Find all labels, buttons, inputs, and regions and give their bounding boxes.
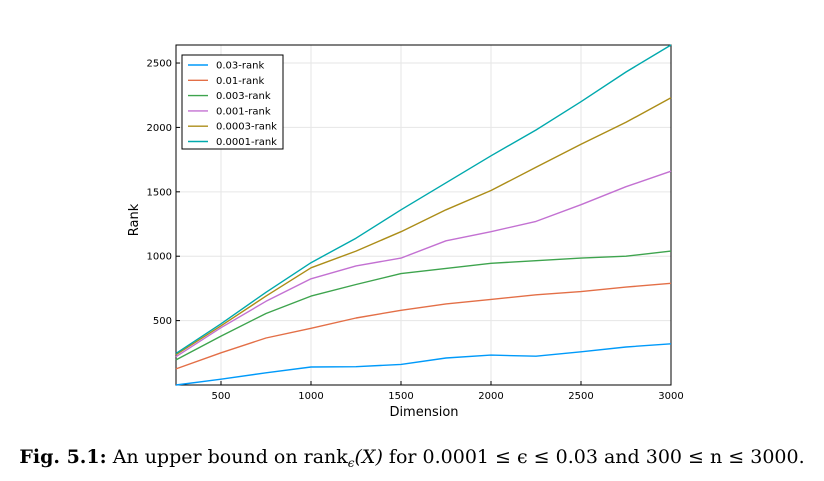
legend: 0.03-rank 0.01-rank 0.003-rank 0.001-rank 0.… bbox=[181, 54, 284, 150]
series-lines bbox=[175, 44, 672, 386]
series-line-0.01-rank bbox=[175, 282, 672, 370]
caption-text-after: for 0.0001 ≤ ϵ ≤ 0.03 and 300 ≤ n ≤ 3000… bbox=[382, 446, 805, 468]
x-tick-label: 1500 bbox=[388, 391, 413, 402]
series-line-0.0001-rank bbox=[175, 44, 672, 354]
x-tick-label: 3000 bbox=[658, 391, 683, 402]
caption-label: Fig. 5.1: bbox=[19, 446, 107, 468]
caption-math-arg: (X) bbox=[354, 446, 383, 468]
series-line-0.001-rank bbox=[175, 170, 672, 358]
y-tick-label: 1500 bbox=[147, 187, 172, 198]
series-line-0.03-rank bbox=[175, 343, 672, 386]
y-axis-label: Rank bbox=[127, 203, 142, 236]
legend-entry: 0.03-rank bbox=[216, 61, 264, 72]
legend-entry: 0.001-rank bbox=[216, 106, 271, 117]
x-tick-label: 500 bbox=[211, 391, 230, 402]
plot-frame bbox=[175, 44, 672, 386]
chart: 500 1000 1500 2000 2500 3000 500 1000 1500 2000 2… bbox=[127, 44, 684, 420]
legend-entry: 0.01-rank bbox=[216, 76, 264, 87]
series-line-0.003-rank bbox=[175, 250, 672, 361]
y-tick-label: 2000 bbox=[147, 123, 172, 134]
y-axis: 500 1000 1500 2000 2500 bbox=[147, 59, 180, 327]
x-tick-label: 2000 bbox=[478, 391, 503, 402]
x-axis-label: Dimension bbox=[389, 405, 458, 420]
x-tick-label: 1000 bbox=[298, 391, 323, 402]
legend-box bbox=[181, 54, 284, 150]
figure-caption: Fig. 5.1: An upper bound on rankϵ(X) for… bbox=[0, 446, 824, 470]
caption-text-before: An upper bound on rank bbox=[106, 446, 348, 468]
y-tick-label: 500 bbox=[153, 316, 172, 327]
x-axis: 500 1000 1500 2000 2500 3000 bbox=[211, 381, 684, 402]
caption-subscript: ϵ bbox=[347, 456, 355, 470]
series-line-0.0003-rank bbox=[175, 97, 672, 356]
legend-entry: 0.0001-rank bbox=[216, 137, 277, 148]
legend-entry: 0.0003-rank bbox=[216, 122, 277, 133]
legend-entry: 0.003-rank bbox=[216, 91, 271, 102]
x-tick-label: 2500 bbox=[568, 391, 593, 402]
y-tick-label: 2500 bbox=[147, 59, 172, 70]
y-tick-label: 1000 bbox=[147, 252, 172, 263]
